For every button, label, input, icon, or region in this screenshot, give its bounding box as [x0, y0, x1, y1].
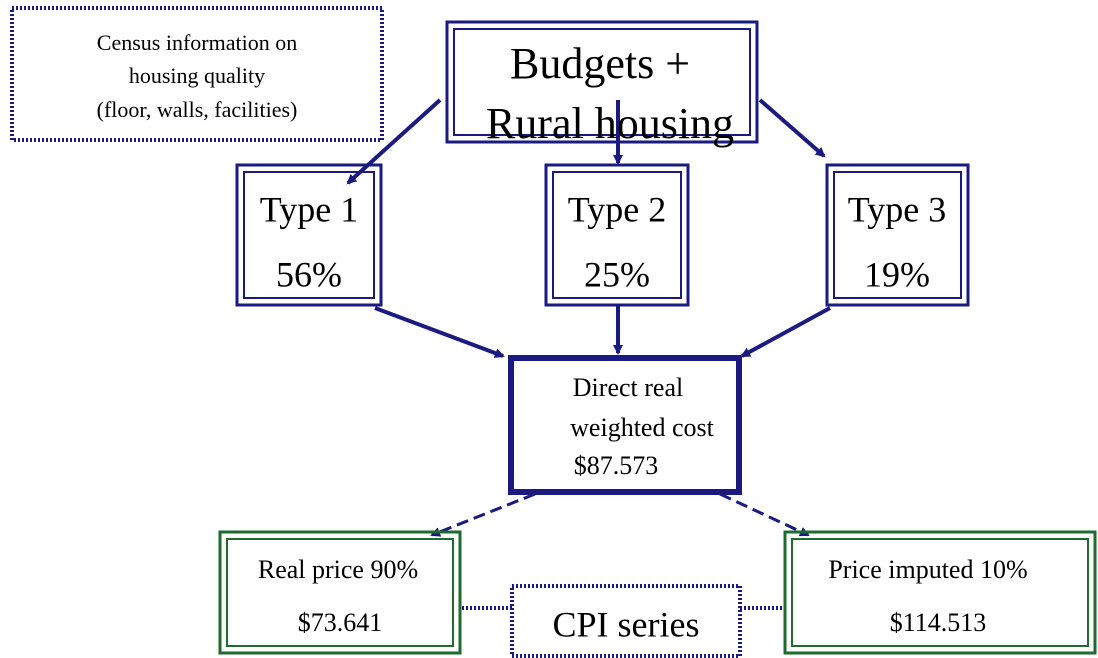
census-line: (floor, walls, facilities) — [97, 97, 298, 122]
type-share: 25% — [584, 254, 650, 294]
real-price-label: Real price 90% — [258, 555, 418, 584]
type-share: 19% — [864, 254, 930, 294]
imputed-value: $114.513 — [890, 608, 987, 637]
type-label: Type 1 — [260, 189, 358, 229]
census-line: Census information on — [97, 30, 297, 55]
direct-cost: $87.573 — [574, 451, 659, 480]
boxes — [10, 6, 1097, 658]
labels: Census information on housing quality (f… — [97, 30, 1028, 644]
imputed-label: Price imputed 10% — [828, 555, 1027, 584]
direct-line: weighted cost — [570, 413, 714, 442]
type-label: Type 3 — [848, 189, 946, 229]
budgets-line: Rural housing — [486, 99, 734, 148]
type-share: 56% — [276, 254, 342, 294]
census-line: housing quality — [129, 63, 265, 88]
connectors — [346, 98, 831, 610]
real-price-value: $73.641 — [298, 608, 383, 637]
type-label: Type 2 — [568, 189, 666, 229]
direct-line: Direct real — [573, 373, 683, 402]
cpi-label: CPI series — [553, 604, 700, 644]
budgets-line: Budgets + — [510, 39, 690, 88]
